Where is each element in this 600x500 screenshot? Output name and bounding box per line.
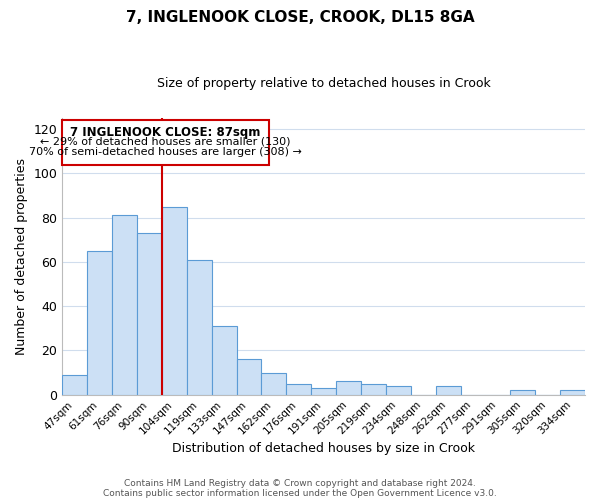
Bar (286, 384, 311, 394)
Bar (187, 260, 212, 394)
X-axis label: Distribution of detached houses by size in Crook: Distribution of detached houses by size … (172, 442, 475, 455)
Text: Contains HM Land Registry data © Crown copyright and database right 2024.: Contains HM Land Registry data © Crown c… (124, 478, 476, 488)
Bar (262, 372, 286, 394)
Bar (511, 390, 535, 394)
Y-axis label: Number of detached properties: Number of detached properties (15, 158, 28, 355)
Title: Size of property relative to detached houses in Crook: Size of property relative to detached ho… (157, 78, 491, 90)
Text: Contains public sector information licensed under the Open Government Licence v3: Contains public sector information licen… (103, 488, 497, 498)
Text: 7, INGLENOOK CLOSE, CROOK, DL15 8GA: 7, INGLENOOK CLOSE, CROOK, DL15 8GA (125, 10, 475, 25)
Bar (436, 386, 461, 394)
Bar (386, 386, 411, 394)
Bar (336, 382, 361, 394)
Bar (212, 326, 236, 394)
Bar (361, 384, 386, 394)
Text: ← 29% of detached houses are smaller (130): ← 29% of detached houses are smaller (13… (40, 137, 291, 147)
Bar (62, 375, 87, 394)
Text: 7 INGLENOOK CLOSE: 87sqm: 7 INGLENOOK CLOSE: 87sqm (70, 126, 261, 139)
Bar (162, 206, 187, 394)
Bar (311, 388, 336, 394)
Bar (560, 390, 585, 394)
Bar (236, 360, 262, 394)
Bar (112, 216, 137, 394)
FancyBboxPatch shape (62, 120, 269, 164)
Bar (87, 251, 112, 394)
Bar (137, 233, 162, 394)
Text: 70% of semi-detached houses are larger (308) →: 70% of semi-detached houses are larger (… (29, 147, 302, 157)
